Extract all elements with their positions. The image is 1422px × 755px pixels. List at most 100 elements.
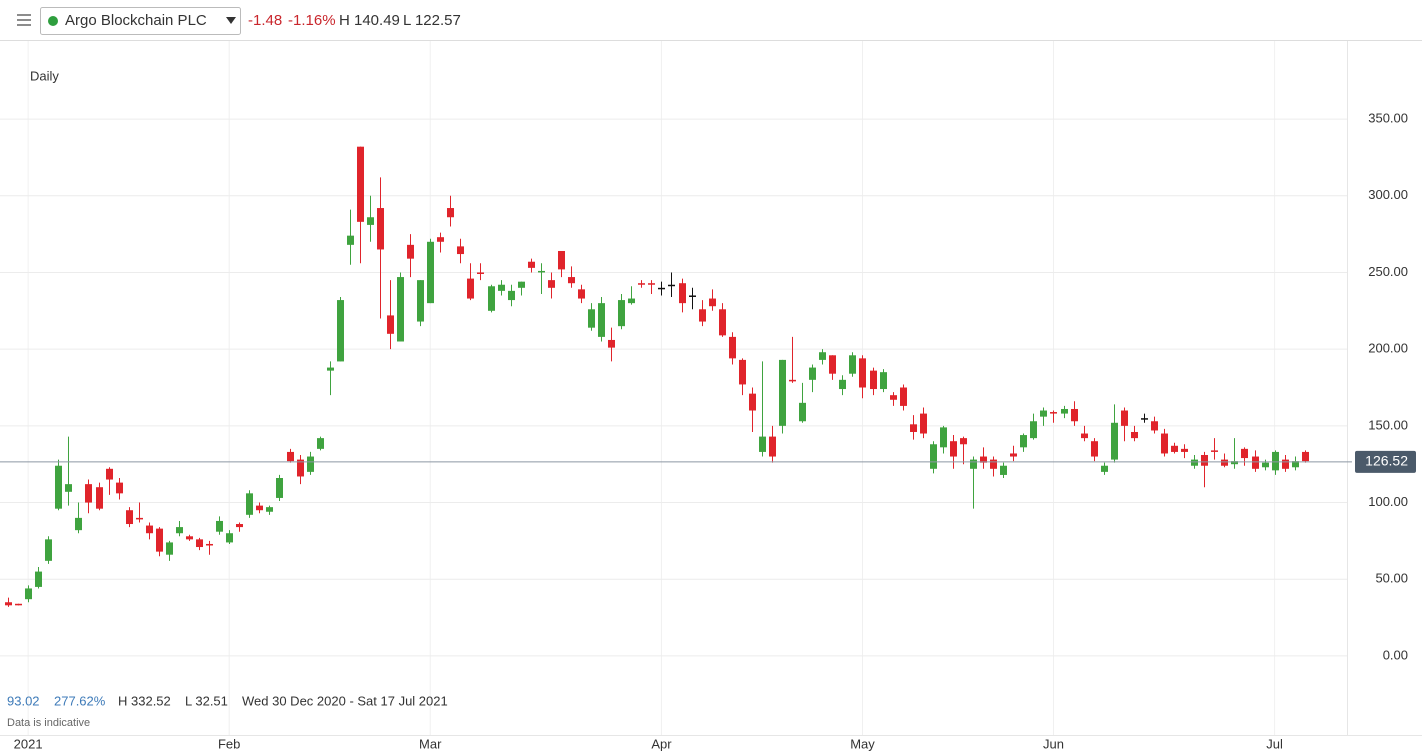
change-pct: -1.16% <box>288 12 336 29</box>
candle-body <box>628 298 635 304</box>
candle-body <box>528 261 535 268</box>
candle-body <box>256 505 263 511</box>
candle-body <box>307 456 314 472</box>
candle-body <box>588 309 595 328</box>
candle-body <box>297 459 304 477</box>
candle-body <box>1181 448 1188 452</box>
x-tick-label: Mar <box>419 736 442 751</box>
candle-body <box>35 571 42 587</box>
period-range: Wed 30 Dec 2020 - Sat 17 Jul 2021 <box>242 693 448 708</box>
candle-body <box>709 298 716 307</box>
candle-body <box>25 588 32 600</box>
candle-body <box>940 427 947 448</box>
candle-body <box>467 278 474 299</box>
candle-body <box>136 517 143 520</box>
candle-body <box>829 355 836 374</box>
candle-body <box>1161 433 1168 454</box>
candle-body <box>859 358 866 388</box>
candle-body <box>1211 450 1218 452</box>
candle-body <box>890 395 897 400</box>
candle-body <box>729 336 736 359</box>
last-price-label: 126.52 <box>1365 453 1408 469</box>
period-change: 93.02 <box>7 693 40 708</box>
candle-body <box>789 379 796 382</box>
candle-body <box>1030 421 1037 439</box>
candle-body <box>347 235 354 245</box>
candle-body <box>96 487 103 509</box>
x-tick-label: 2021 <box>14 736 43 751</box>
candle-body <box>216 520 223 532</box>
candle-body <box>558 250 565 270</box>
candle-body <box>598 303 605 337</box>
candle-body <box>1131 431 1138 439</box>
candle-body <box>1282 459 1289 469</box>
candle-body <box>960 438 967 445</box>
candle-body <box>156 528 163 552</box>
candle-body <box>5 602 12 606</box>
candle-body <box>668 284 675 287</box>
candle-body <box>1040 410 1047 417</box>
candle-body <box>658 287 665 290</box>
candle-body <box>407 244 414 259</box>
candle-body <box>45 539 52 561</box>
high: H 140.49 <box>339 12 400 29</box>
candle-body <box>317 438 324 449</box>
candle-body <box>618 300 625 327</box>
candle-body <box>1000 465 1007 475</box>
candle-body <box>166 542 173 555</box>
candle-body <box>870 370 877 390</box>
candle-body <box>387 315 394 334</box>
candle-body <box>287 451 294 462</box>
candle-body <box>337 300 344 362</box>
y-tick-label: 100.00 <box>1368 494 1408 509</box>
candle-body <box>457 246 464 255</box>
candle-body <box>75 517 82 531</box>
candle-body <box>1221 459 1228 466</box>
candle-body <box>488 286 495 311</box>
candle-body <box>226 533 233 543</box>
candle-body <box>839 379 846 390</box>
candle-body <box>126 510 133 525</box>
candle-body <box>1151 421 1158 431</box>
period-change-pct: 277.62% <box>54 693 106 708</box>
candle-body <box>608 339 615 348</box>
candle-body <box>578 289 585 299</box>
candle-body <box>849 355 856 374</box>
candle-body <box>1010 453 1017 457</box>
candle-body <box>176 527 183 534</box>
candle-body <box>427 241 434 304</box>
dropdown-arrow[interactable] <box>226 17 236 24</box>
candle-body <box>397 277 404 342</box>
candle-body <box>799 402 806 422</box>
candle-body <box>739 359 746 385</box>
y-tick-label: 150.00 <box>1368 417 1408 432</box>
candle-body <box>679 283 686 304</box>
y-tick-label: 350.00 <box>1368 111 1408 126</box>
candle-body <box>276 478 283 498</box>
candle-body <box>1302 451 1309 462</box>
candle-body <box>759 436 766 452</box>
candle-body <box>880 372 887 390</box>
candle-body <box>819 352 826 360</box>
candle-body <box>327 367 334 371</box>
menu-icon[interactable] <box>17 14 31 26</box>
candle-body <box>1272 451 1279 471</box>
candle-body <box>920 413 927 434</box>
candle-body <box>116 482 123 494</box>
candle-body <box>689 295 696 297</box>
candle-body <box>357 146 364 222</box>
x-tick-label: May <box>850 736 875 751</box>
candle-body <box>910 424 917 432</box>
candle-body <box>1292 461 1299 468</box>
candle-body <box>749 393 756 411</box>
candle-body <box>1091 441 1098 457</box>
instrument-selector[interactable] <box>40 7 241 35</box>
candle-body <box>990 459 997 469</box>
candle-body <box>477 272 484 274</box>
y-tick-label: 250.00 <box>1368 264 1408 279</box>
candle-body <box>1121 410 1128 426</box>
x-tick-label: Jul <box>1266 736 1283 751</box>
candle-body <box>1050 412 1057 414</box>
y-tick-label: 50.00 <box>1375 571 1408 586</box>
